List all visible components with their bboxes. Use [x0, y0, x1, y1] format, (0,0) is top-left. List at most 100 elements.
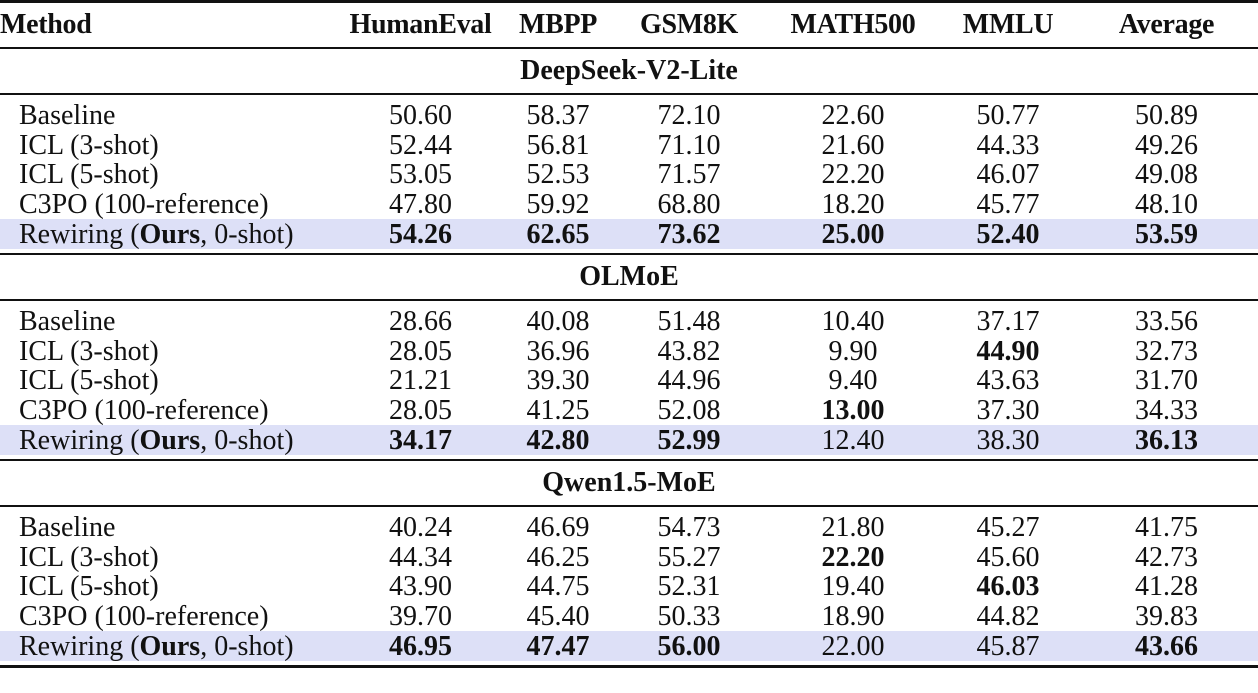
method-ours-label: Ours — [139, 424, 201, 456]
cell-average: 41.75 — [1135, 512, 1198, 544]
method-cell: ICL (5-shot) — [19, 159, 159, 191]
cell-gsm8k: 73.62 — [613, 219, 765, 249]
cell-humaneval: 53.05 — [389, 159, 452, 191]
cell-mmlu: 45.87 — [941, 631, 1075, 661]
section-spacer — [0, 660, 1258, 668]
cell-average: 39.83 — [1135, 601, 1198, 633]
column-header-gsm8k: GSM8K — [613, 0, 765, 49]
section-spacer — [0, 454, 1258, 461]
cell-math500: 18.90 — [821, 601, 885, 633]
cell-gsm8k: 55.27 — [657, 541, 721, 573]
section-header-row: DeepSeek-V2-Lite — [0, 48, 1258, 95]
cell-humaneval: 39.70 — [389, 601, 452, 633]
table-row: ICL (3-shot) 28.05 36.96 43.82 9.90 44.90 32.7… — [0, 337, 1258, 367]
cell-mbpp: 42.80 — [503, 425, 613, 455]
cell-mbpp: 52.53 — [526, 159, 590, 191]
method-cell: C3PO (100-reference) — [19, 395, 269, 427]
cell-gsm8k: 72.10 — [657, 100, 721, 132]
cell-math500: 21.80 — [821, 512, 885, 544]
column-header-method: Method — [0, 0, 338, 49]
method-suffix: , 0-shot) — [200, 630, 294, 662]
table-row: ICL (5-shot) 43.90 44.75 52.31 19.40 46.03 41.… — [0, 572, 1258, 602]
cell-mmlu: 46.07 — [976, 159, 1040, 191]
header-row: Method HumanEval MBPP GSM8K MATH500 MMLU… — [0, 0, 1258, 49]
section-model-title: OLMoE — [0, 252, 1258, 301]
cell-mbpp: 56.81 — [526, 129, 590, 161]
cell-mmlu: 37.17 — [976, 306, 1040, 338]
cell-humaneval: 40.24 — [389, 512, 452, 544]
cell-mbpp: 46.69 — [526, 512, 590, 544]
method-suffix: , 0-shot) — [200, 424, 294, 456]
cell-mbpp: 59.92 — [526, 189, 590, 221]
cell-mmlu: 37.30 — [976, 395, 1040, 427]
cell-mmlu: 44.90 — [976, 335, 1040, 367]
cell-gsm8k: 71.10 — [657, 129, 721, 161]
cell-mbpp: 47.47 — [503, 631, 613, 661]
table-row: C3PO (100-reference) 39.70 45.40 50.33 18.90… — [0, 602, 1258, 632]
cell-gsm8k: 50.33 — [657, 601, 721, 633]
cell-average: 48.10 — [1135, 189, 1198, 221]
cell-math500: 9.90 — [828, 335, 878, 367]
cell-humaneval: 28.05 — [389, 395, 452, 427]
cell-average: 49.08 — [1135, 159, 1198, 191]
method-cell: Rewiring (Ours, 0-shot) — [0, 219, 338, 249]
table-row: C3PO (100-reference) 28.05 41.25 52.08 13.00… — [0, 396, 1258, 426]
table-row: ICL (5-shot) 21.21 39.30 44.96 9.40 43.63 31.7… — [0, 366, 1258, 396]
table-body: DeepSeek-V2-Lite Baseline 50.60 58.37 72.10 2… — [0, 48, 1258, 668]
cell-average: 43.66 — [1075, 631, 1258, 661]
cell-humaneval: 54.26 — [338, 219, 503, 249]
cell-gsm8k: 44.96 — [657, 365, 721, 397]
cell-humaneval: 28.66 — [389, 306, 452, 338]
column-header-average: Average — [1075, 0, 1258, 49]
cell-math500: 19.40 — [821, 571, 885, 603]
cell-gsm8k: 43.82 — [657, 335, 721, 367]
cell-humaneval: 46.95 — [338, 631, 503, 661]
cell-average: 50.89 — [1135, 100, 1198, 132]
cell-humaneval: 50.60 — [389, 100, 452, 132]
table-row: ICL (3-shot) 44.34 46.25 55.27 22.20 45.60 42.… — [0, 543, 1258, 573]
cell-mmlu: 44.33 — [976, 129, 1040, 161]
results-table: Method HumanEval MBPP GSM8K MATH500 MMLU… — [0, 0, 1258, 668]
cell-gsm8k: 56.00 — [613, 631, 765, 661]
method-cell: Rewiring (Ours, 0-shot) — [0, 631, 338, 661]
section-header-row: OLMoE — [0, 252, 1258, 301]
method-cell: ICL (5-shot) — [19, 365, 159, 397]
table-row: Baseline 40.24 46.69 54.73 21.80 45.27 41.75 — [0, 506, 1258, 543]
cell-humaneval: 28.05 — [389, 335, 452, 367]
cell-humaneval: 43.90 — [389, 571, 452, 603]
table-row: C3PO (100-reference) 47.80 59.92 68.80 18.20… — [0, 190, 1258, 220]
cell-math500: 22.20 — [821, 159, 885, 191]
cell-average: 33.56 — [1135, 306, 1198, 338]
cell-humaneval: 21.21 — [389, 365, 452, 397]
section-spacer — [0, 248, 1258, 255]
cell-math500: 22.60 — [821, 100, 885, 132]
rule — [0, 248, 1258, 255]
cell-humaneval: 34.17 — [338, 425, 503, 455]
column-header-mmlu: MMLU — [941, 0, 1075, 49]
cell-mmlu: 46.03 — [976, 571, 1040, 603]
method-cell: ICL (3-shot) — [19, 541, 159, 573]
method-ours-label: Ours — [139, 630, 201, 662]
cell-humaneval: 44.34 — [389, 541, 452, 573]
method-cell: C3PO (100-reference) — [19, 189, 269, 221]
method-cell: ICL (3-shot) — [19, 129, 159, 161]
table-row-ours: Rewiring (Ours, 0-shot) 34.17 42.80 52.99 12… — [0, 425, 1258, 455]
column-header-math500: MATH500 — [765, 0, 941, 49]
cell-mmlu: 50.77 — [976, 100, 1040, 132]
cell-humaneval: 47.80 — [389, 189, 452, 221]
cell-mbpp: 40.08 — [526, 306, 590, 338]
rule — [0, 660, 1258, 668]
rule — [0, 454, 1258, 461]
cell-mmlu: 45.60 — [976, 541, 1040, 573]
section-header-row: Qwen1.5-MoE — [0, 458, 1258, 507]
cell-mbpp: 58.37 — [526, 100, 590, 132]
cell-average: 49.26 — [1135, 129, 1198, 161]
cell-mbpp: 62.65 — [503, 219, 613, 249]
cell-math500: 22.00 — [765, 631, 941, 661]
cell-gsm8k: 52.31 — [657, 571, 721, 603]
cell-mbpp: 44.75 — [526, 571, 590, 603]
cell-mmlu: 43.63 — [976, 365, 1040, 397]
column-header-humaneval: HumanEval — [338, 0, 503, 49]
cell-average: 36.13 — [1075, 425, 1258, 455]
table-row: Baseline 28.66 40.08 51.48 10.40 37.17 33.56 — [0, 300, 1258, 337]
